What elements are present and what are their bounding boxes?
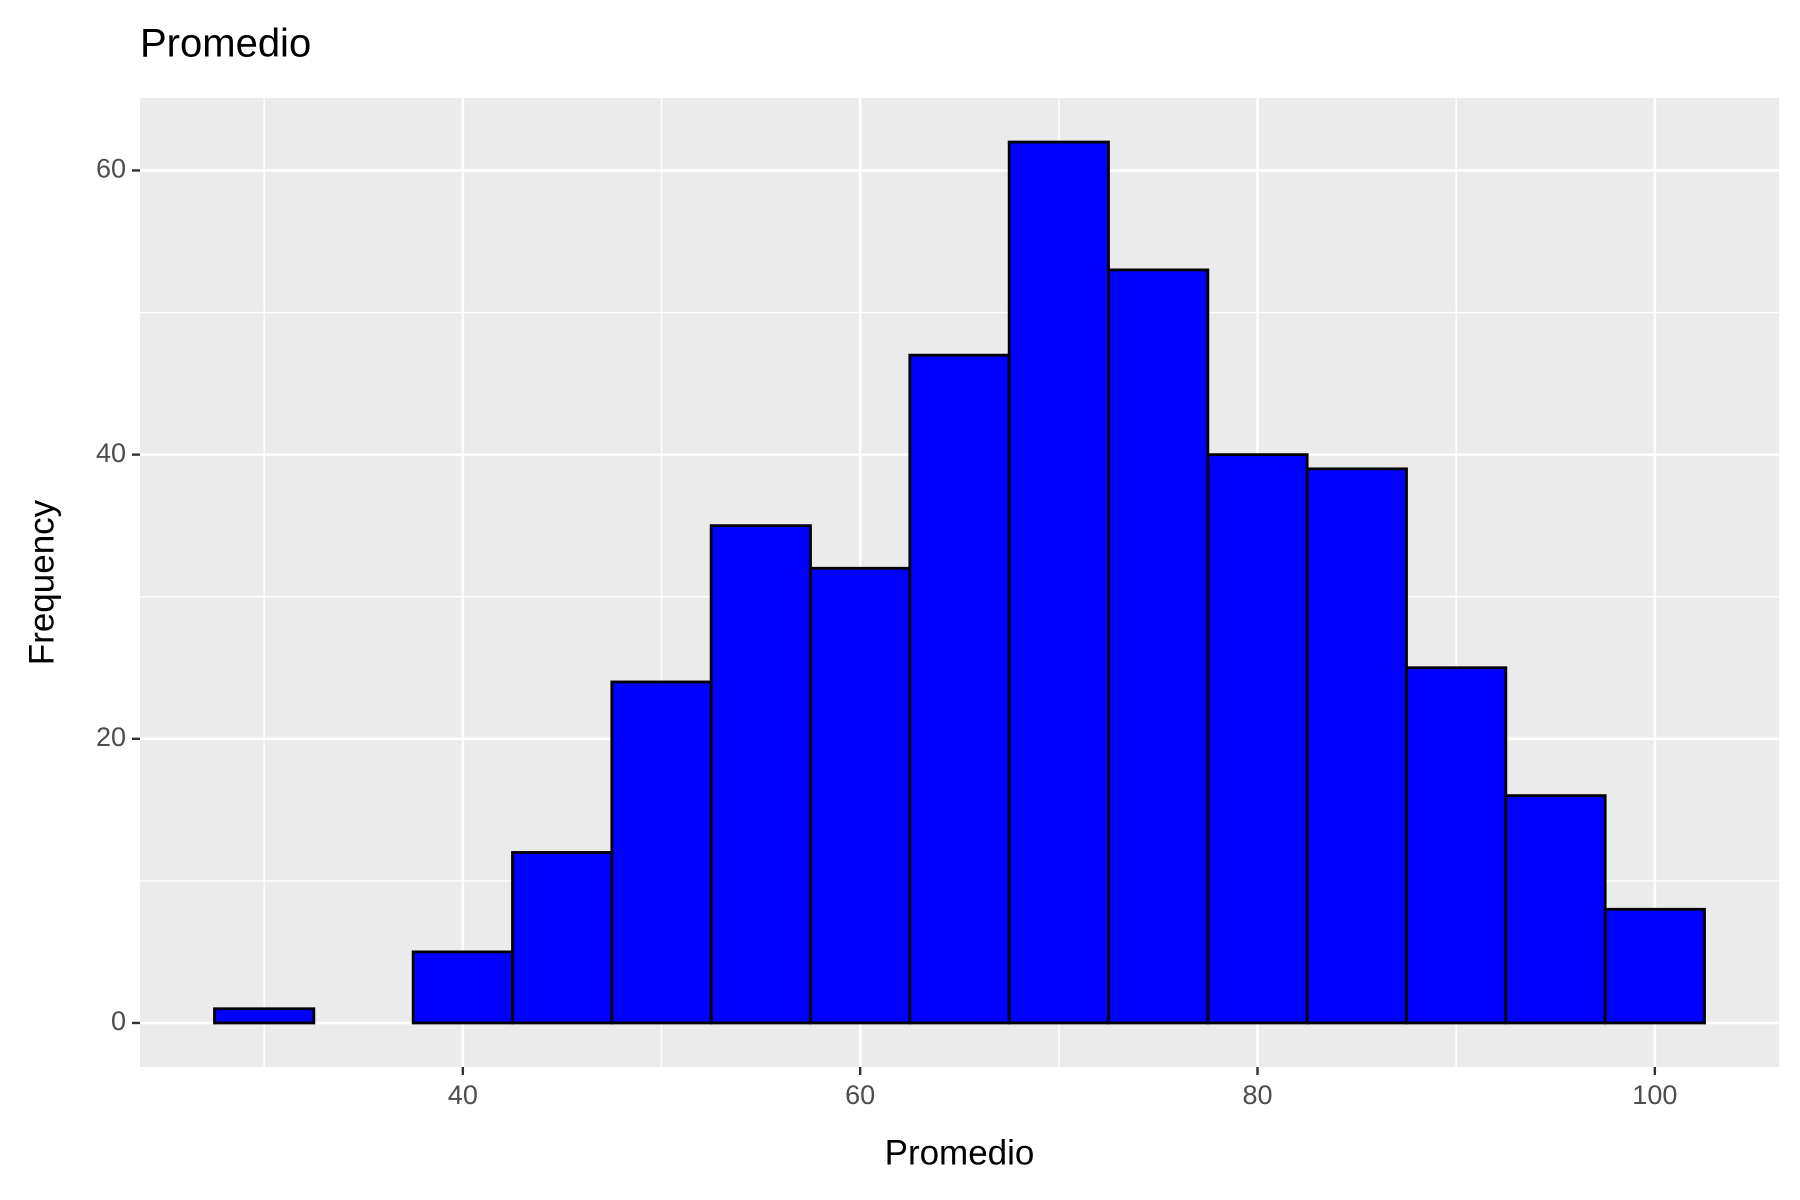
bar xyxy=(213,1007,316,1025)
bar xyxy=(610,680,713,1025)
bar xyxy=(1405,666,1508,1025)
bar xyxy=(511,851,614,1025)
bar xyxy=(809,566,912,1025)
bar xyxy=(1007,140,1110,1025)
y-tick-label: 60 xyxy=(96,154,126,184)
x-tick-label: 40 xyxy=(448,1080,478,1110)
y-axis-title: Frequency xyxy=(22,499,61,665)
bar xyxy=(908,353,1011,1025)
x-tick-label: 60 xyxy=(845,1080,875,1110)
x-axis-title: Promedio xyxy=(885,1133,1035,1172)
y-tick-label: 20 xyxy=(96,722,126,752)
bar xyxy=(1504,794,1607,1025)
y-tick-label: 0 xyxy=(111,1006,126,1036)
bar xyxy=(1206,453,1309,1025)
axes: 40 60 80 100 0 20 40 60 xyxy=(96,154,1677,1111)
bar xyxy=(1603,907,1706,1025)
x-tick-label: 100 xyxy=(1632,1080,1677,1110)
bar xyxy=(411,950,514,1025)
bar xyxy=(709,524,812,1025)
bar xyxy=(1305,467,1408,1025)
x-tick-label: 80 xyxy=(1242,1080,1272,1110)
y-tick-label: 40 xyxy=(96,438,126,468)
chart-title: Promedio xyxy=(140,22,311,66)
bar xyxy=(1107,268,1210,1025)
bars xyxy=(213,140,1706,1025)
